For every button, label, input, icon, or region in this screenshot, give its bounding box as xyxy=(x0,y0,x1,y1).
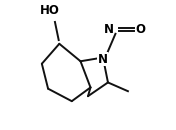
Text: O: O xyxy=(135,23,145,36)
Text: N: N xyxy=(103,23,114,36)
Text: N: N xyxy=(98,53,108,66)
Text: HO: HO xyxy=(40,4,60,17)
